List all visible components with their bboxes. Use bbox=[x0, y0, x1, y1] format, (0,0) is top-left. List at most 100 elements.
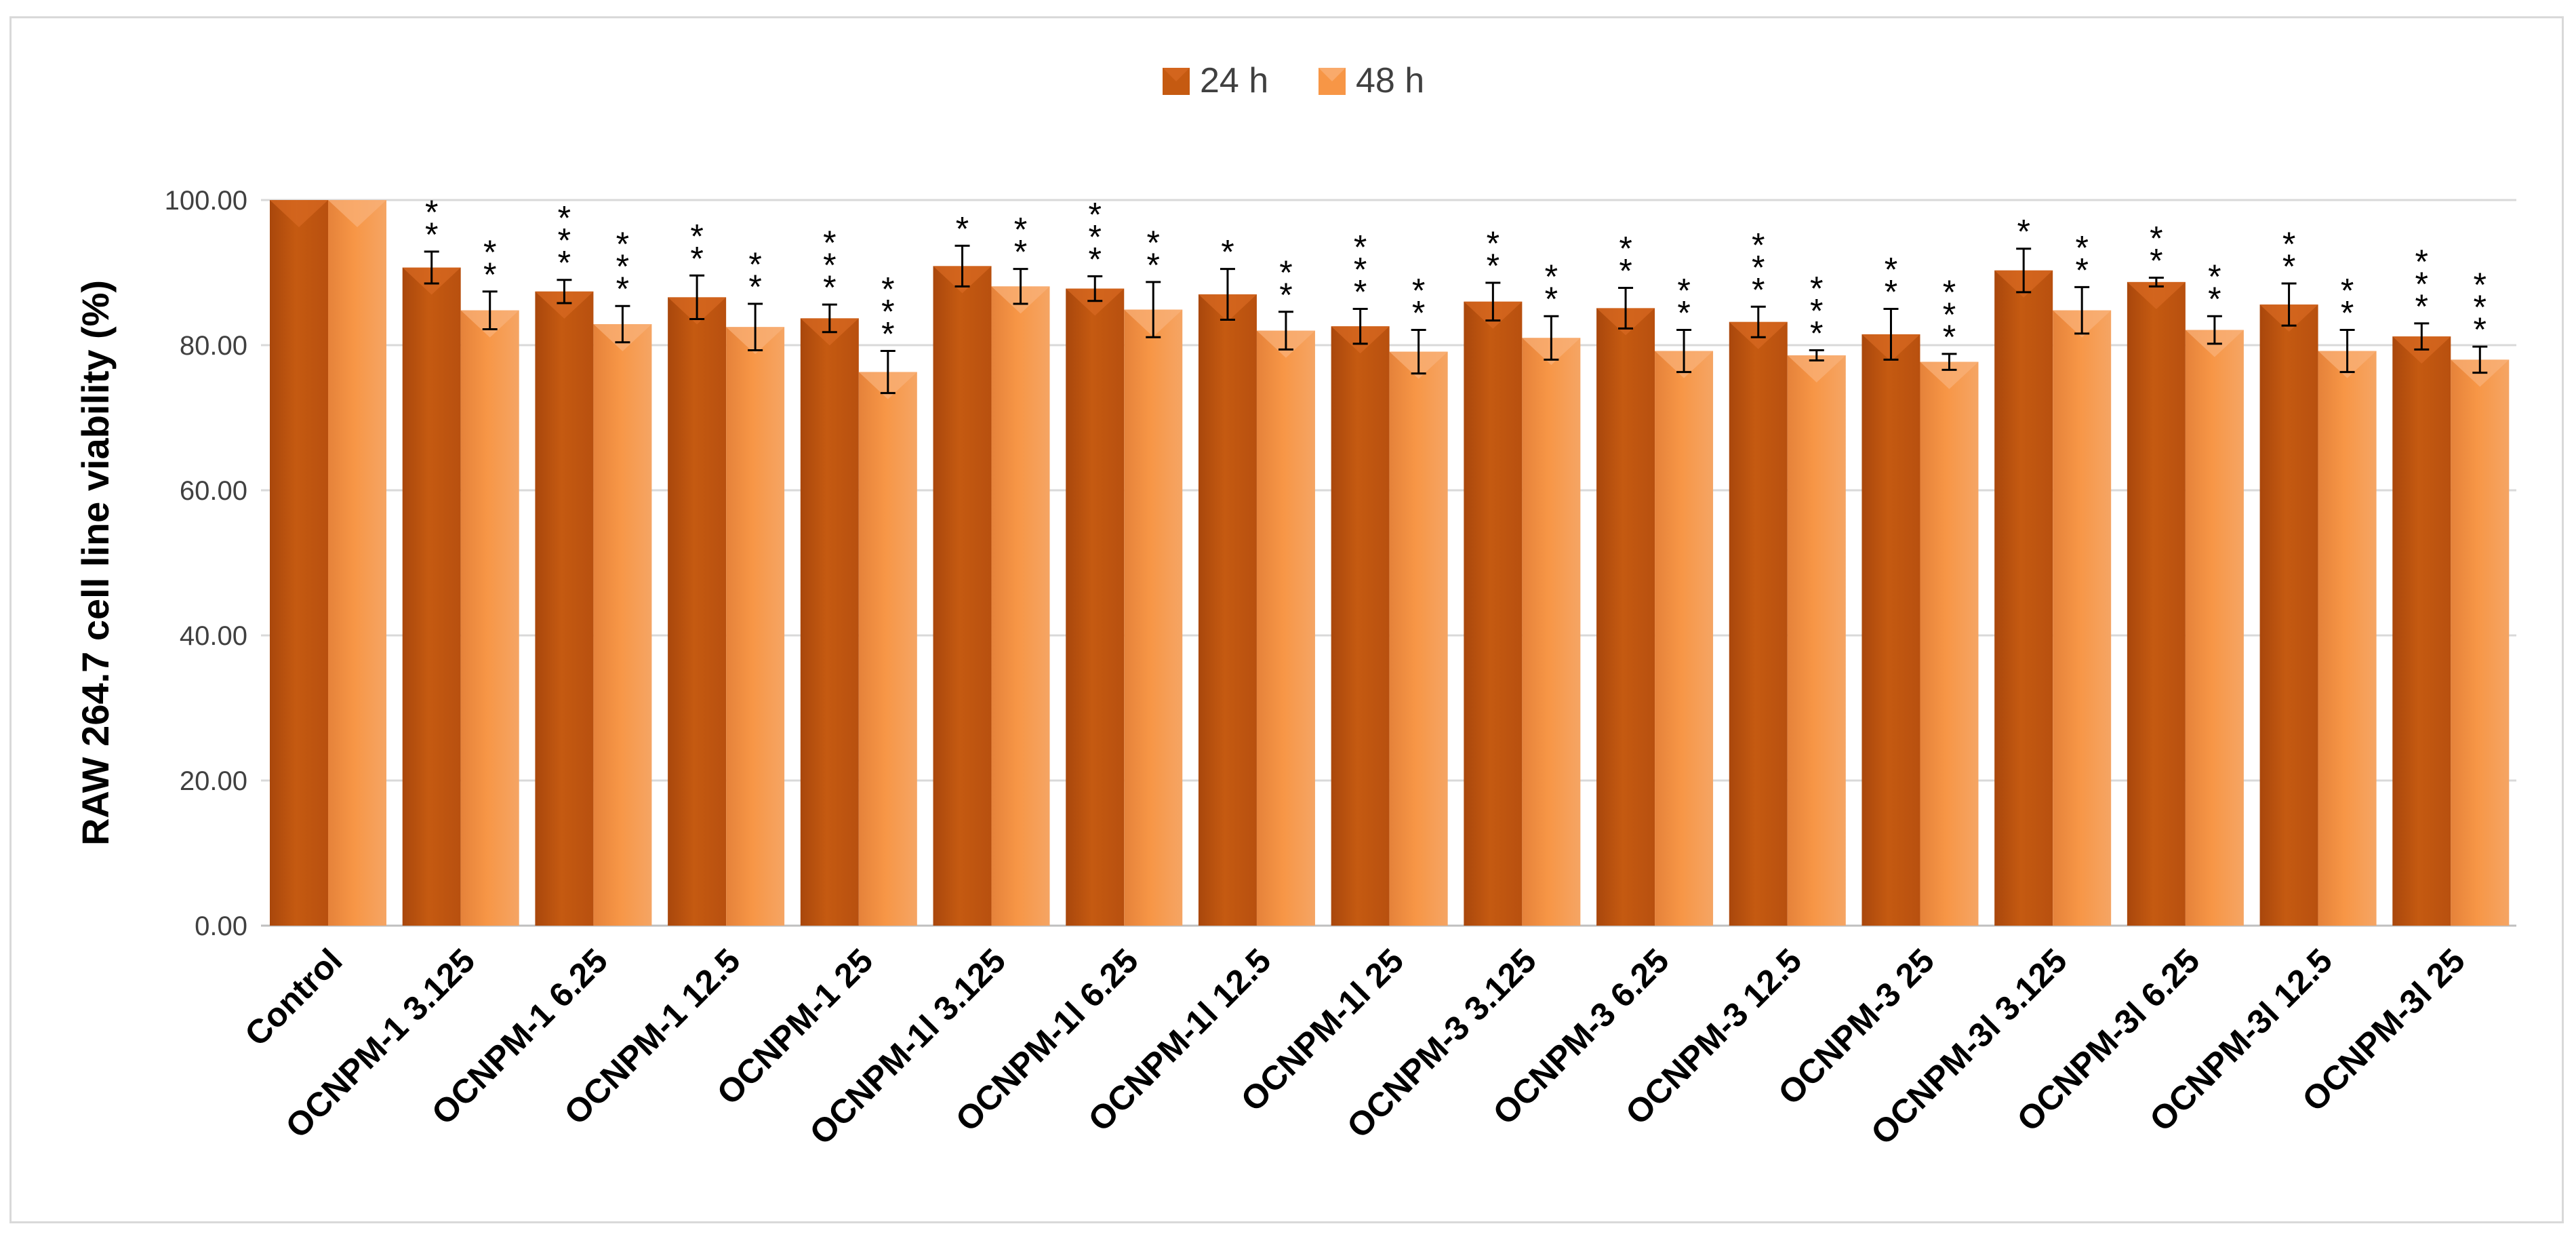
significance-star: * bbox=[823, 224, 836, 262]
bar-48h bbox=[593, 323, 652, 926]
significance-star: * bbox=[2150, 219, 2162, 257]
significance-star: * bbox=[483, 256, 496, 294]
bar-48h bbox=[2185, 330, 2244, 926]
bar-48h bbox=[460, 310, 519, 926]
significance-star: * bbox=[2282, 225, 2295, 263]
bar-24h bbox=[2392, 336, 2451, 926]
significance-star: * bbox=[823, 269, 836, 307]
significance-star: * bbox=[2341, 294, 2354, 332]
legend-swatch-bevel bbox=[1163, 68, 1190, 81]
bar-48h bbox=[2318, 351, 2377, 926]
significance-star: * bbox=[2208, 258, 2221, 296]
significance-star: * bbox=[1677, 272, 1690, 310]
significance-star: * bbox=[748, 268, 761, 306]
bar-bevel bbox=[1787, 355, 1846, 382]
significance-star: * bbox=[1752, 226, 1765, 264]
bar-24h bbox=[270, 200, 328, 926]
bar-bevel bbox=[328, 200, 386, 227]
significance-star: * bbox=[2415, 265, 2428, 303]
significance-star: * bbox=[1677, 294, 1690, 332]
significance-star: * bbox=[1487, 247, 1500, 285]
bar-24h bbox=[1066, 288, 1125, 926]
x-tick-label: Control bbox=[237, 941, 349, 1053]
significance-star: * bbox=[881, 315, 894, 353]
significance-star: * bbox=[1014, 211, 1027, 249]
legend-label: 24 h bbox=[1200, 61, 1268, 100]
significance-star: * bbox=[1089, 195, 1102, 233]
significance-star: * bbox=[1810, 269, 1823, 307]
bar-24h bbox=[1331, 326, 1390, 926]
bar-48h bbox=[726, 327, 785, 926]
bar-bevel bbox=[1920, 361, 1979, 389]
bar-24h bbox=[668, 297, 727, 926]
bar-24h bbox=[2127, 281, 2186, 926]
bar-48h bbox=[1920, 361, 1979, 926]
significance-star: * bbox=[1221, 233, 1234, 271]
y-tick-label: 60.00 bbox=[180, 476, 247, 506]
significance-star: * bbox=[1412, 294, 1425, 332]
significance-star: * bbox=[690, 217, 703, 255]
bar-24h bbox=[402, 267, 461, 926]
bar-bevel bbox=[2127, 281, 2186, 309]
significance-star: * bbox=[956, 210, 969, 248]
bar-24h bbox=[1464, 301, 1523, 926]
significance-star: * bbox=[1545, 280, 1558, 318]
significance-star: * bbox=[2150, 241, 2162, 279]
y-axis-label: RAW 264.7 cell line viability (%) bbox=[74, 280, 117, 846]
bar-48h bbox=[1389, 351, 1448, 926]
bar-48h bbox=[858, 372, 917, 926]
significance-star: * bbox=[1354, 229, 1367, 267]
legend: 24 h 48 h bbox=[1163, 61, 1424, 100]
bar-bevel bbox=[535, 291, 594, 319]
bar-24h bbox=[535, 291, 594, 926]
significance-star: * bbox=[1147, 224, 1160, 262]
legend-swatch-bevel bbox=[1319, 68, 1346, 81]
significance-star: * bbox=[1014, 233, 1027, 271]
bar-48h bbox=[1655, 351, 1714, 926]
significance-star: * bbox=[1752, 248, 1765, 286]
bar-48h bbox=[1124, 309, 1183, 926]
significance-star: * bbox=[748, 245, 761, 283]
significance-star: * bbox=[2415, 288, 2428, 325]
y-tick-label: 0.00 bbox=[195, 911, 247, 941]
significance-star: * bbox=[1487, 224, 1500, 262]
significance-star: * bbox=[425, 193, 438, 231]
significance-star: * bbox=[823, 246, 836, 284]
bar-48h bbox=[2451, 359, 2510, 926]
significance-star: * bbox=[1279, 276, 1292, 314]
significance-star: * bbox=[1545, 258, 1558, 296]
error-bars bbox=[424, 244, 2488, 395]
significance-star: * bbox=[1354, 251, 1367, 289]
significance-star: * bbox=[483, 233, 496, 271]
significance-star: * bbox=[1089, 218, 1102, 256]
significance-star: * bbox=[2208, 280, 2221, 318]
significance-star: * bbox=[690, 239, 703, 277]
significance-star: * bbox=[616, 270, 629, 308]
bar-bevel bbox=[270, 200, 328, 227]
y-tick-label: 40.00 bbox=[180, 621, 247, 651]
significance-star: * bbox=[881, 293, 894, 331]
bar-24h bbox=[1596, 308, 1655, 926]
significance-star: * bbox=[2341, 272, 2354, 310]
bar-48h bbox=[2053, 310, 2112, 926]
significance-star: * bbox=[558, 199, 571, 237]
significance-star: * bbox=[1619, 252, 1632, 290]
bars bbox=[270, 200, 2510, 926]
bar-24h bbox=[933, 266, 992, 926]
significance-star: * bbox=[1943, 318, 1956, 356]
bar-24h bbox=[800, 318, 859, 926]
significance-star: * bbox=[558, 222, 571, 260]
significance-star: * bbox=[2017, 213, 2030, 251]
y-tick-label: 20.00 bbox=[180, 766, 247, 796]
significance-star: * bbox=[2474, 266, 2487, 304]
bar-24h bbox=[1729, 321, 1788, 926]
significance-star: * bbox=[2282, 248, 2295, 285]
significance-star: * bbox=[1810, 292, 1823, 330]
significance-star: * bbox=[558, 244, 571, 282]
significance-star: * bbox=[2474, 311, 2487, 349]
significance-star: * bbox=[1147, 246, 1160, 284]
significance-star: * bbox=[2075, 229, 2088, 267]
y-tick-label: 80.00 bbox=[180, 331, 247, 361]
